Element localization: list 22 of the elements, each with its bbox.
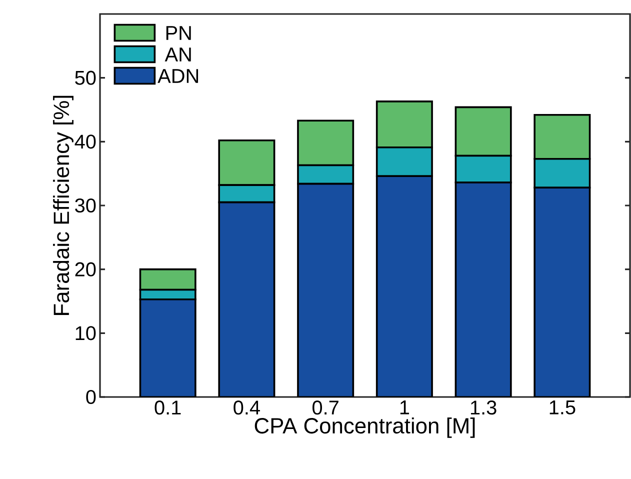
bar <box>456 182 511 397</box>
legend-label: AN <box>164 48 191 62</box>
x-tick-label: 1.3 <box>470 400 496 415</box>
y-tick-label: 10 <box>76 326 96 340</box>
x-tick-label: 1.5 <box>550 400 576 414</box>
y-axis-title: Faradaic Efficiency [%] <box>53 96 74 315</box>
bar <box>376 176 432 397</box>
bar <box>140 299 196 397</box>
legend-label: ADN <box>158 69 198 83</box>
x-tick-label: 0.1 <box>154 400 181 415</box>
y-tick-label: 20 <box>75 262 96 276</box>
bar <box>298 184 354 397</box>
y-tick-label: 30 <box>75 198 96 213</box>
y-tick-label: 50 <box>75 70 96 85</box>
y-tick-label: 40 <box>74 134 96 149</box>
x-tick-label: 0.7 <box>312 400 338 415</box>
bar <box>219 202 274 397</box>
y-tick-label: 0 <box>86 390 96 404</box>
x-axis-title: CPA Concentration [M] <box>254 417 475 438</box>
x-tick-label: 1 <box>400 400 410 414</box>
x-tick-label: 0.4 <box>234 400 260 415</box>
legend-label: PN <box>166 26 191 40</box>
